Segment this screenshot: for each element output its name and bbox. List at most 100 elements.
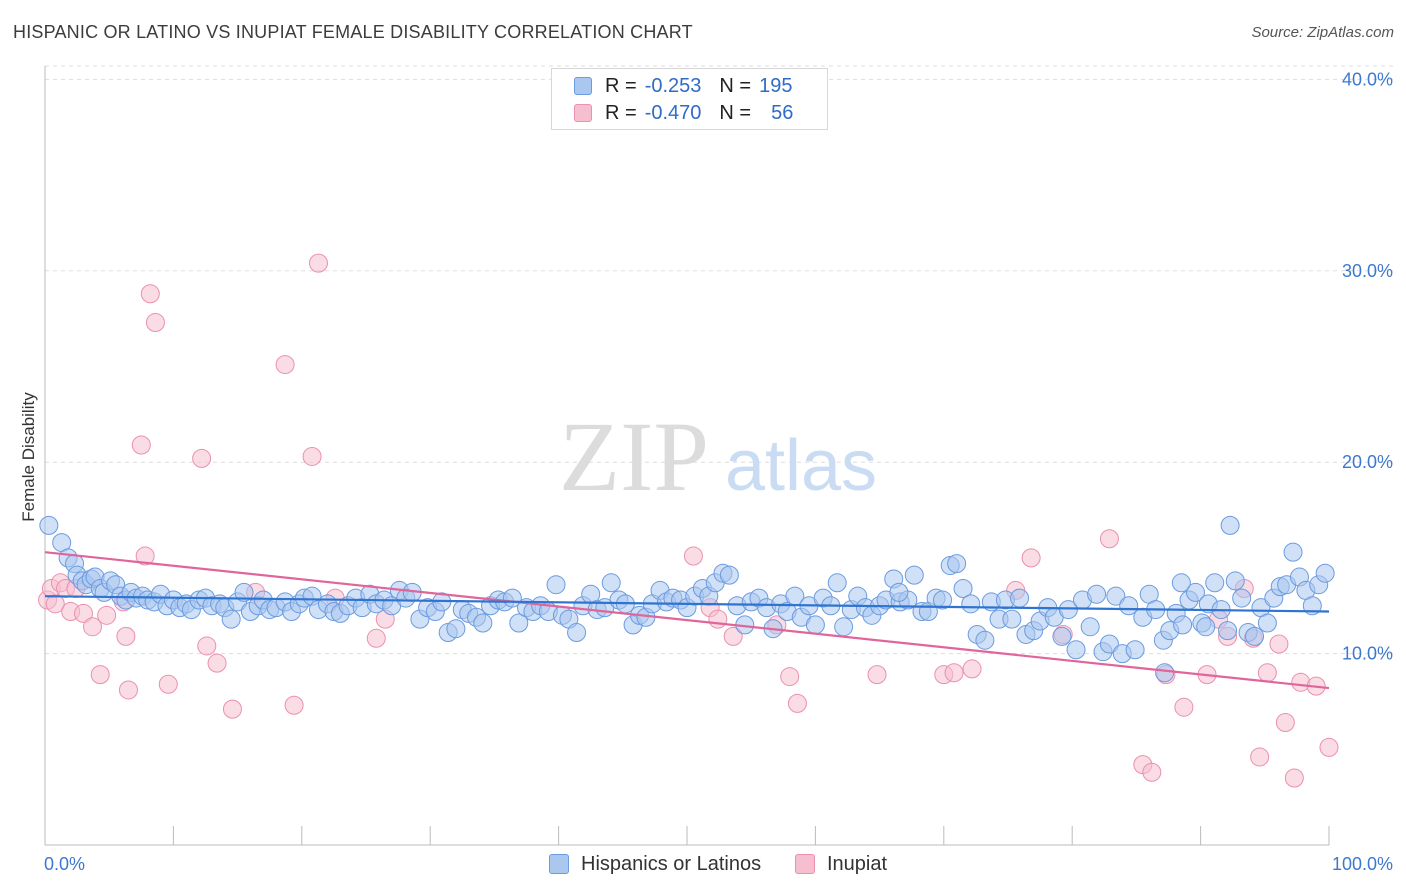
x-tick-label: 100.0% bbox=[1332, 854, 1393, 874]
hispanic-point bbox=[953, 579, 973, 599]
hispanic-point bbox=[509, 613, 529, 633]
y-tick-label: 40.0% bbox=[1342, 69, 1393, 89]
inupiat-point bbox=[197, 636, 217, 656]
bottom-legend-swatch-pink bbox=[795, 854, 815, 874]
hispanic-trend-line bbox=[44, 595, 1330, 613]
hispanic-point bbox=[827, 573, 847, 593]
trend-lines bbox=[44, 551, 1330, 690]
inupiat-point bbox=[284, 695, 304, 715]
inupiat-point bbox=[83, 617, 103, 637]
bottom-legend-swatch-blue bbox=[549, 854, 569, 874]
hispanic-point bbox=[834, 617, 854, 637]
hispanic-point bbox=[39, 515, 59, 535]
hispanic-point bbox=[1232, 588, 1252, 608]
hispanic-point bbox=[1315, 563, 1335, 583]
hispanic-point bbox=[719, 565, 739, 585]
y-tick-label: 20.0% bbox=[1342, 452, 1393, 472]
watermark-zip: ZIP bbox=[559, 401, 709, 512]
inupiat-point bbox=[116, 626, 136, 646]
hispanic-point bbox=[1106, 586, 1126, 606]
inupiat-point bbox=[90, 665, 110, 685]
inupiat-point bbox=[787, 693, 807, 713]
inupiat-point bbox=[118, 680, 138, 700]
inupiat-point bbox=[723, 626, 743, 646]
x-tick-label: 0.0% bbox=[44, 854, 85, 874]
legend-n-value: 56 bbox=[771, 101, 794, 124]
hispanic-point bbox=[1205, 573, 1225, 593]
inupiat-point bbox=[366, 628, 386, 648]
bottom-legend-label: Hispanics or Latinos bbox=[581, 852, 762, 875]
hispanic-point bbox=[961, 594, 981, 614]
hispanic-point bbox=[1080, 617, 1100, 637]
inupiat-points bbox=[38, 253, 1339, 788]
hispanic-point bbox=[1155, 663, 1175, 683]
hispanic-point bbox=[889, 582, 909, 602]
watermark-atlas: atlas bbox=[725, 426, 877, 506]
inupiat-point bbox=[1275, 713, 1295, 733]
hispanic-point bbox=[546, 575, 566, 595]
hispanic-point bbox=[933, 590, 953, 610]
inupiat-point bbox=[962, 659, 982, 679]
inupiat-point bbox=[74, 603, 94, 623]
bottom-legend-inupiat: Inupiat bbox=[795, 851, 887, 877]
y-tick-label: 30.0% bbox=[1342, 261, 1393, 281]
inupiat-point bbox=[192, 448, 212, 468]
hispanic-point bbox=[1257, 613, 1277, 633]
inupiat-point bbox=[1269, 634, 1289, 654]
inupiat-point bbox=[222, 699, 242, 719]
hispanic-point bbox=[1283, 542, 1303, 562]
hispanic-point bbox=[1087, 584, 1107, 604]
inupiat-point bbox=[1021, 548, 1041, 568]
legend-n-value: 195 bbox=[759, 74, 793, 97]
legend-r-value: -0.253 bbox=[644, 74, 702, 97]
watermark: ZIP atlas bbox=[559, 401, 877, 512]
hispanic-point bbox=[1010, 588, 1030, 608]
inupiat-point bbox=[45, 594, 65, 614]
hispanic-point bbox=[473, 613, 493, 633]
hispanic-point bbox=[1245, 626, 1265, 646]
inupiat-point bbox=[302, 446, 322, 466]
hispanic-point bbox=[1218, 621, 1238, 641]
hispanic-point bbox=[567, 623, 587, 643]
inupiat-point bbox=[1257, 663, 1277, 683]
hispanic-point bbox=[601, 573, 621, 593]
inupiat-point bbox=[1250, 747, 1270, 767]
legend-r-label: R = bbox=[605, 101, 637, 124]
inupiat-point bbox=[1319, 737, 1339, 757]
hispanic-point bbox=[1173, 615, 1193, 635]
hispanic-point bbox=[975, 630, 995, 650]
inupiat-point bbox=[145, 312, 165, 332]
legend-n-label: N = bbox=[719, 74, 752, 97]
legend-row-hispanic: R = -0.253 N = 195 bbox=[574, 74, 792, 98]
inupiat-point bbox=[135, 546, 155, 566]
hispanic-point bbox=[805, 615, 825, 635]
hispanic-point bbox=[1185, 582, 1205, 602]
hispanic-point bbox=[1125, 640, 1145, 660]
legend-row-inupiat: R = -0.470 N = 56 bbox=[574, 101, 793, 125]
inupiat-point bbox=[867, 665, 887, 685]
hispanic-point bbox=[947, 554, 967, 574]
y-axis-label: Female Disability bbox=[19, 392, 38, 522]
inupiat-trend-line bbox=[44, 551, 1330, 690]
hispanic-point bbox=[1220, 515, 1240, 535]
correlation-legend: R = -0.253 N = 195 R = -0.470 N = 56 bbox=[551, 68, 828, 130]
hispanic-point bbox=[904, 565, 924, 585]
inupiat-point bbox=[944, 663, 964, 683]
hispanic-point bbox=[1099, 634, 1119, 654]
hispanic-point bbox=[1225, 571, 1245, 591]
inupiat-point bbox=[708, 609, 728, 629]
inupiat-point bbox=[780, 667, 800, 687]
hispanic-point bbox=[1052, 626, 1072, 646]
bottom-legend-label: Inupiat bbox=[827, 852, 888, 875]
legend-r-value: -0.470 bbox=[644, 101, 702, 124]
inupiat-point bbox=[1174, 697, 1194, 717]
hispanic-point bbox=[221, 609, 241, 629]
inupiat-point bbox=[1142, 762, 1162, 782]
hispanic-point bbox=[446, 619, 466, 639]
legend-swatch-blue bbox=[574, 77, 592, 95]
hispanic-point bbox=[1171, 573, 1191, 593]
hispanic-point bbox=[234, 582, 254, 602]
inupiat-point bbox=[97, 605, 117, 625]
hispanic-point bbox=[1196, 617, 1216, 637]
